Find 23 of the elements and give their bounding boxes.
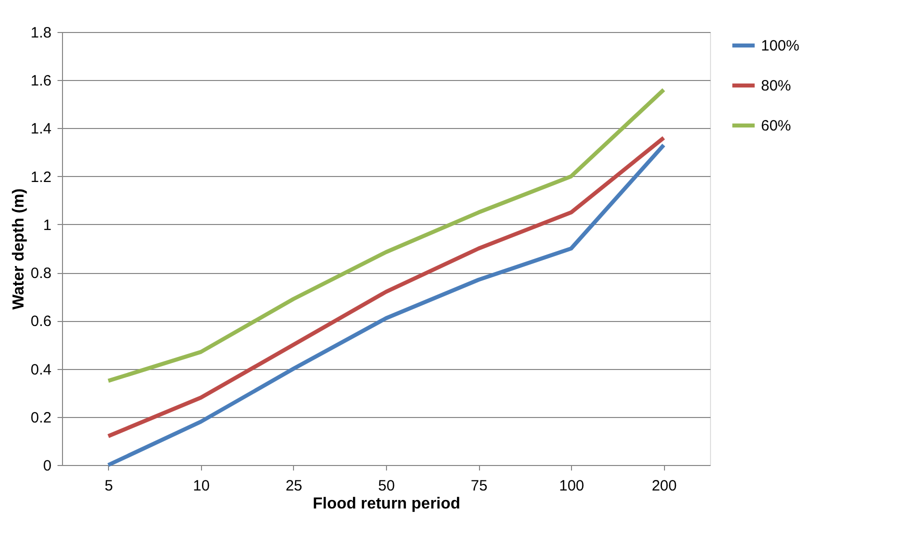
y-tick-label: 0.2 (30, 409, 52, 426)
y-tick-label: 0.8 (30, 265, 52, 282)
y-tick-label: 0.6 (30, 313, 52, 330)
y-axis-title: Water depth (m) (10, 188, 28, 310)
line-series (106, 88, 666, 383)
y-tick-label: 1 (43, 216, 52, 234)
x-tick-label: 100 (559, 478, 584, 494)
y-tick-label: 0.4 (30, 361, 52, 378)
y-tick-label: 0 (43, 458, 52, 474)
x-tick-label: 200 (652, 478, 677, 494)
x-tick-label: 50 (378, 478, 395, 494)
legend-label: 80% (761, 78, 792, 94)
legend-label: 60% (761, 118, 792, 134)
x-tick-label: 5 (104, 478, 113, 494)
y-tick-label: 1.2 (30, 168, 52, 186)
x-tick-label: 25 (286, 478, 302, 494)
x-tick-label: 75 (470, 478, 488, 494)
y-tick-label: 1.8 (30, 24, 52, 42)
x-axis-title: Flood return period (312, 496, 460, 512)
legend-label: 100% (761, 38, 800, 54)
y-tick-label: 1.6 (30, 72, 52, 90)
x-tick-label: 10 (193, 478, 210, 494)
y-tick-label: 1.4 (30, 120, 52, 138)
